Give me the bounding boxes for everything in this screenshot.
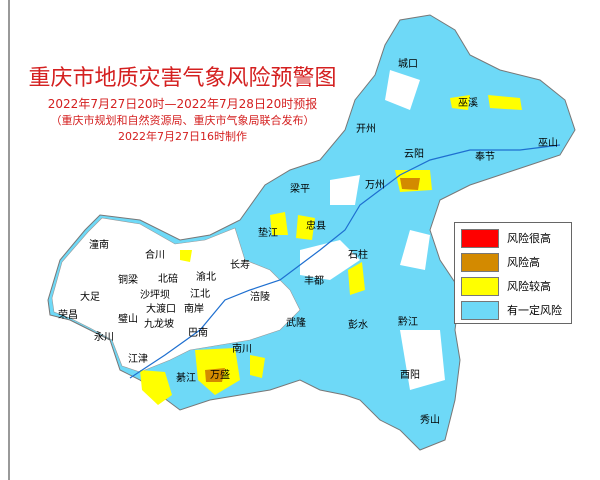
label-wulong: 武隆 (286, 316, 306, 329)
label-banan: 巴南 (188, 326, 208, 339)
label-fuling: 涪陵 (250, 290, 270, 303)
label-zhongxian: 忠县 (306, 220, 326, 232)
label-wanzhou: 万州 (365, 179, 385, 191)
label-tongliang: 铜梁 (118, 273, 138, 286)
production-time: 2022年7月27日16时制作 (118, 130, 247, 143)
legend: 风险很高 风险高 风险较高 有一定风险 (454, 222, 572, 324)
label-changshou: 长寿 (230, 258, 250, 271)
legend-item-some: 有一定风险 (461, 300, 562, 320)
label-nanan: 南岸 (184, 302, 204, 315)
label-tongnan: 潼南 (89, 238, 109, 251)
legend-label: 风险较高 (507, 280, 551, 293)
legend-swatch (461, 300, 499, 320)
legend-item-higher: 风险较高 (461, 276, 551, 296)
label-shizhu: 石柱 (348, 248, 368, 261)
label-dianjiang: 垫江 (258, 226, 278, 239)
legend-label: 有一定风险 (507, 304, 562, 317)
label-dadukou: 大渡口 (146, 302, 176, 315)
yangtze-river (129, 144, 561, 379)
label-dazu: 大足 (80, 290, 100, 303)
label-chengkou: 城口 (398, 58, 418, 70)
label-jiulongpo: 九龙坡 (144, 317, 174, 330)
label-rongchang: 荣昌 (58, 309, 78, 321)
label-nanchuan: 南川 (232, 342, 252, 355)
legend-swatch (461, 228, 499, 248)
district-labels: 城口 巫溪 开州 云阳 奉节 巫山 梁平 万州 垫江 忠县 石柱 丰都 长寿 涪… (58, 58, 558, 426)
map-title: 重庆市地质灾害气象风险预警图 (28, 66, 337, 91)
label-jiangjin: 江津 (128, 353, 148, 365)
label-liangping: 梁平 (290, 182, 310, 195)
label-yongchuan: 永川 (94, 330, 114, 343)
map-region-no-risk-patches (300, 70, 445, 390)
legend-label: 风险高 (507, 256, 540, 269)
label-qianjiang: 黔江 (398, 315, 418, 328)
label-fengdu: 丰都 (304, 274, 324, 287)
label-fengjie: 奉节 (475, 150, 495, 163)
issuer-note: （重庆市规划和自然资源局、重庆市气象局联合发布） (50, 114, 315, 127)
label-shapingba: 沙坪坝 (140, 288, 170, 301)
label-bishan: 璧山 (118, 312, 138, 325)
label-wushan: 巫山 (538, 137, 558, 149)
forecast-period: 2022年7月27日20时—2022年7月28日20时预报 (47, 97, 318, 111)
label-qijiang: 綦江 (176, 371, 196, 384)
label-yunyang: 云阳 (404, 148, 424, 160)
legend-swatch (461, 252, 499, 272)
label-youyang: 酉阳 (400, 369, 420, 381)
map-region-high-risk-yellow (140, 95, 522, 405)
map-region-no-risk-west (51, 217, 301, 373)
label-jiangbei: 江北 (190, 288, 210, 300)
legend-item-high: 风险高 (461, 252, 540, 272)
label-pengshui: 彭水 (348, 318, 368, 331)
legend-item-very-high: 风险很高 (461, 228, 551, 248)
label-yubei: 渝北 (196, 270, 216, 283)
label-xiushan: 秀山 (420, 414, 440, 426)
legend-swatch (461, 276, 499, 296)
label-hechuan: 合川 (145, 248, 165, 261)
label-wansheng: 万盛 (210, 368, 230, 381)
legend-label: 风险很高 (507, 232, 551, 245)
label-kaizhou: 开州 (356, 123, 376, 135)
label-wuxi: 巫溪 (458, 97, 478, 109)
label-beibei: 北碚 (158, 272, 178, 285)
